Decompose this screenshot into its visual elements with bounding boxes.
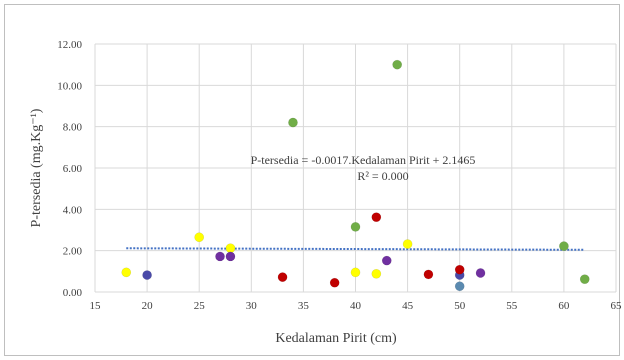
data-point [215,251,225,262]
data-point [225,243,236,254]
data-point [121,267,132,278]
x-tick-label: 55 [506,300,518,312]
data-point [371,268,382,279]
data-point [329,277,340,288]
x-tick-label: 25 [194,300,206,312]
y-axis-title: P-tersedia (mg.Kg⁻¹) [29,108,44,227]
data-point [225,251,236,262]
gridlines [94,43,617,293]
data-point [402,239,413,249]
trendline-layer [126,247,585,251]
y-tick-label: 12.00 [57,39,82,51]
y-tick-label: 4.00 [63,204,83,216]
trendline [126,247,585,251]
data-point [559,241,569,251]
data-point [579,274,590,285]
data-point [194,232,205,243]
data-point [423,269,434,280]
x-tick-label: 60 [558,300,570,312]
data-point [454,281,465,292]
data-point [371,212,382,223]
r-squared-label: R² = 0.000 [357,169,408,183]
data-point [392,59,403,70]
x-tick-label: 15 [90,300,102,312]
x-tick-labels: 15 20 25 30 35 40 45 50 55 60 65 [90,300,623,312]
y-tick-labels: 0.00 2.00 4.00 6.00 8.00 10.00 12.00 [57,39,82,299]
regression-equation: P-tersedia = -0.0017.Kedalaman Pirit + 2… [251,153,476,167]
x-tick-label: 20 [142,300,154,312]
x-tick-label: 45 [402,300,414,312]
x-tick-label: 65 [611,300,623,312]
data-point [381,255,392,266]
data-points [121,59,590,292]
x-tick-label: 40 [350,300,362,312]
data-point [277,272,288,282]
y-tick-label: 6.00 [63,163,83,175]
data-point [350,267,361,278]
y-tick-label: 0.00 [63,287,83,299]
data-point [142,270,152,280]
y-tick-label: 8.00 [63,122,83,134]
x-tick-label: 30 [246,300,258,312]
data-point [475,268,486,278]
chart-frame [4,4,620,356]
y-tick-label: 10.00 [57,80,82,92]
data-point [288,117,298,128]
x-axis-title: Kedalaman Pirit (cm) [275,331,397,346]
data-point [454,264,465,275]
y-tick-label: 2.00 [63,246,83,258]
data-point [350,222,361,232]
x-tick-label: 50 [454,300,466,312]
x-tick-label: 35 [298,300,310,312]
